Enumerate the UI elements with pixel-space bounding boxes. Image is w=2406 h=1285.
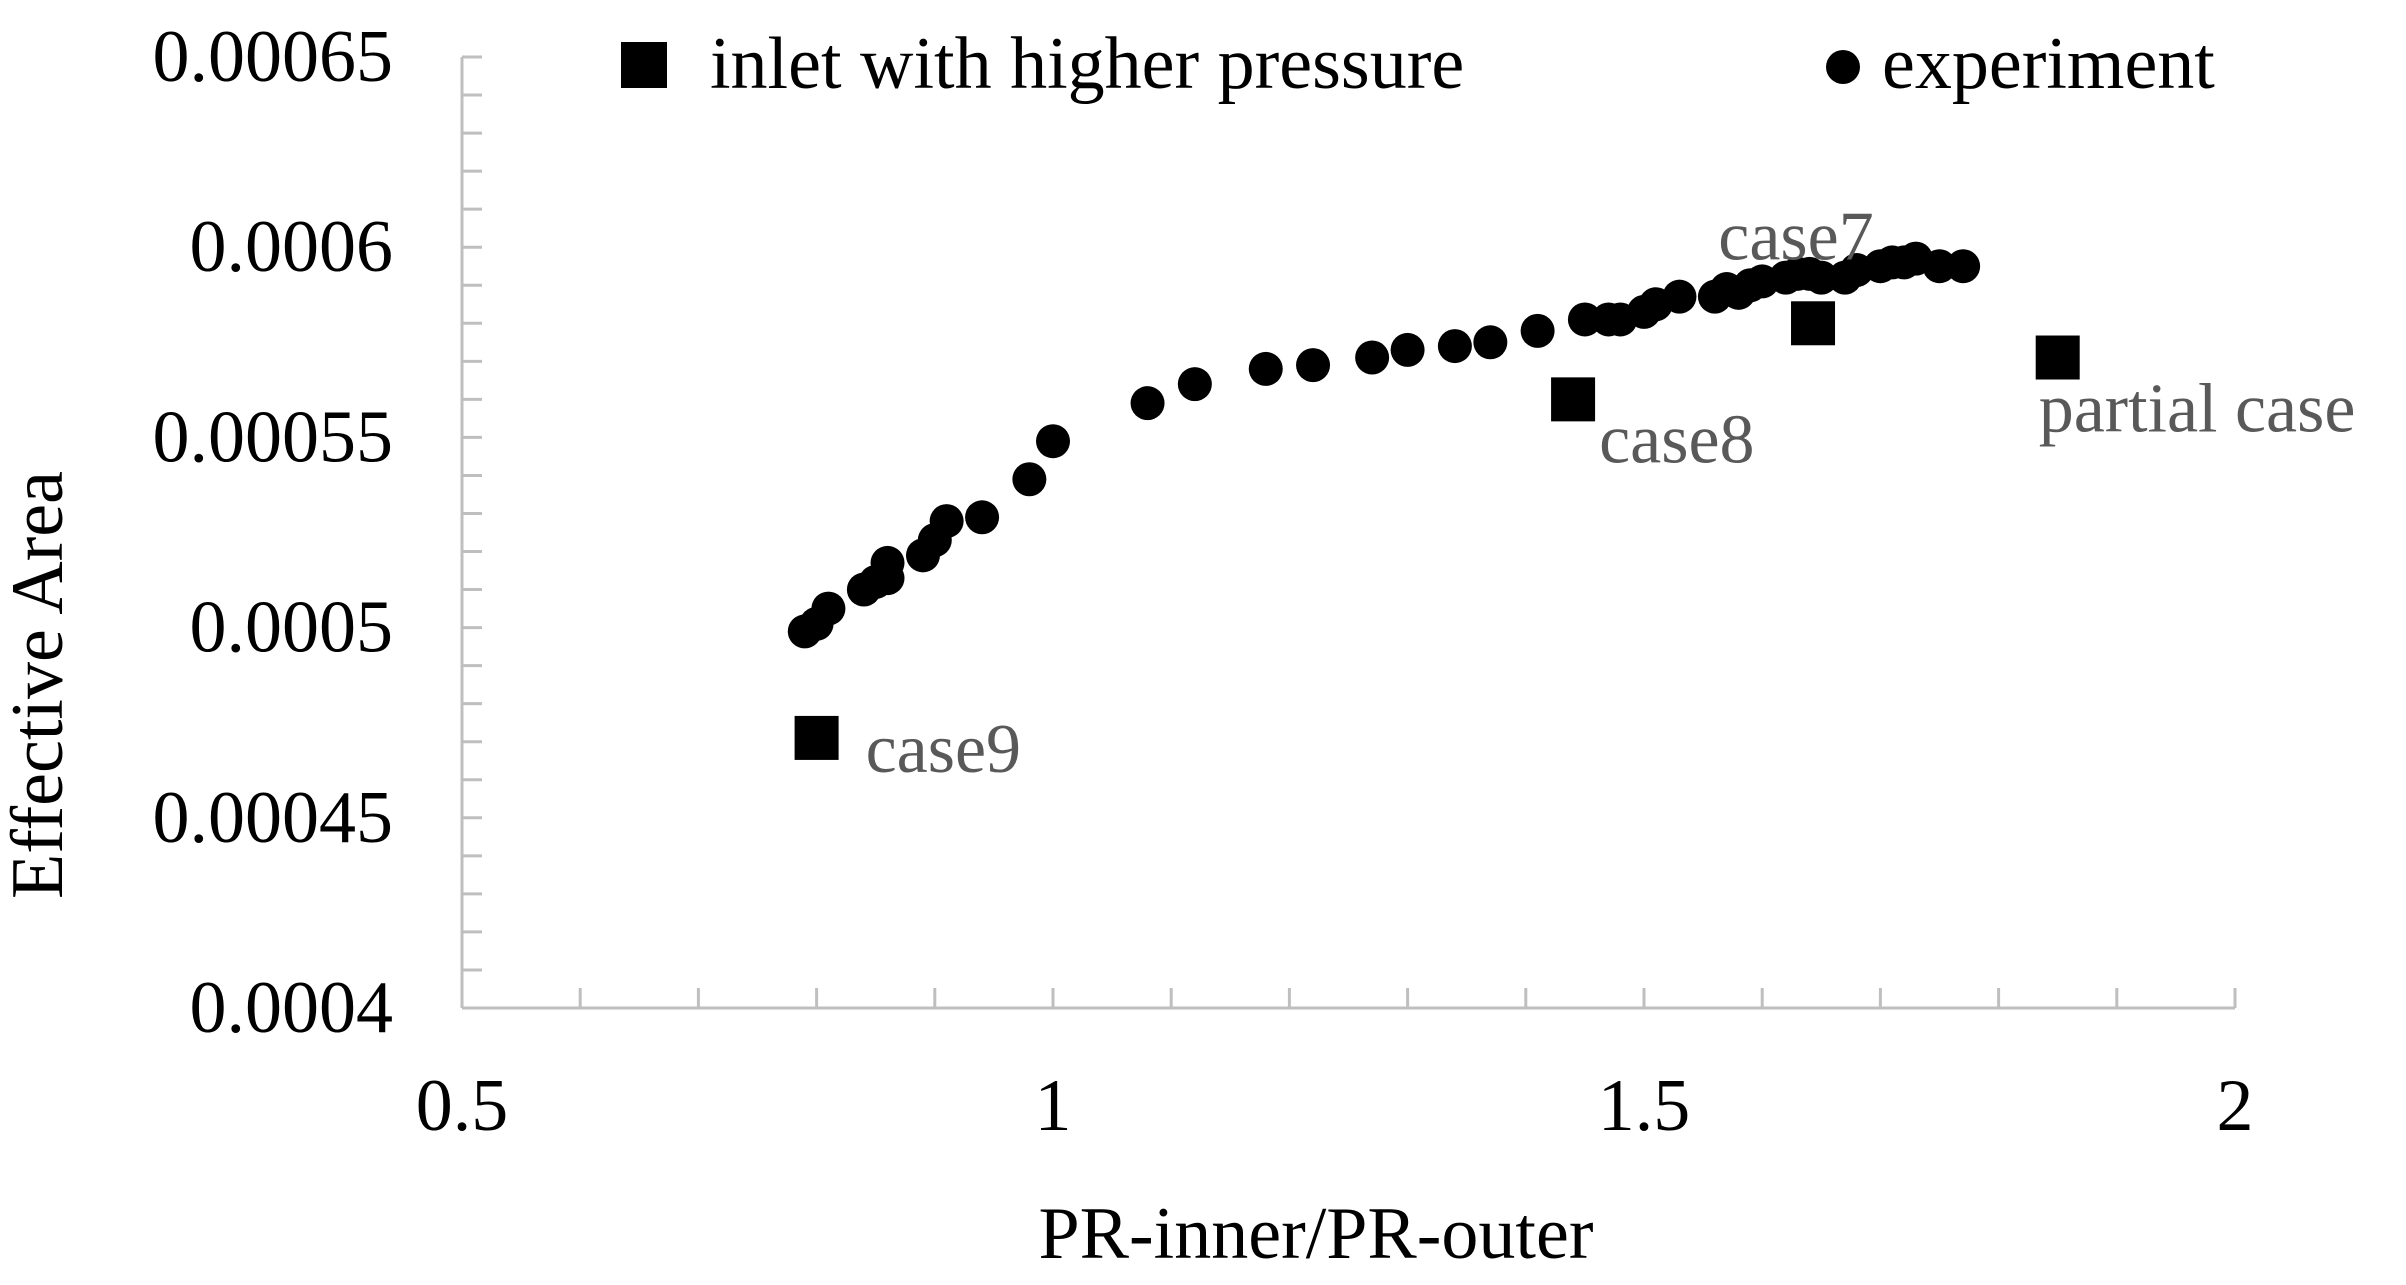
experiment-point bbox=[811, 591, 846, 626]
experiment-point bbox=[1248, 351, 1283, 386]
experiment-point bbox=[1390, 332, 1425, 367]
experiment-point bbox=[1130, 386, 1165, 421]
y-tick-label: 0.00065 bbox=[153, 16, 394, 98]
annotation-case8: case8 bbox=[1599, 401, 1754, 478]
legend-square-marker bbox=[621, 42, 667, 88]
x-tick-label: 1 bbox=[1035, 1065, 1072, 1147]
legend: inlet with higher pressure experiment bbox=[621, 23, 2215, 105]
experiment-point bbox=[1296, 348, 1331, 383]
experiment-point bbox=[1036, 424, 1070, 459]
experiment-point bbox=[1922, 249, 1957, 284]
axes: 0.0004 0.00045 0.0005 0.00055 0.0006 0.00065 0… bbox=[153, 16, 2254, 1147]
legend-circle-marker bbox=[1826, 50, 1860, 84]
plot-area: case7 case8 case9 partial case bbox=[787, 198, 2356, 788]
experiment-point bbox=[1012, 462, 1047, 497]
x-tick-label: 0.5 bbox=[416, 1065, 509, 1147]
inlet-point bbox=[1791, 301, 1836, 346]
experiment-point bbox=[1473, 325, 1508, 360]
annotation-partial-case: partial case bbox=[2039, 371, 2356, 448]
y-tick-label: 0.00055 bbox=[153, 396, 394, 478]
experiment-point bbox=[1437, 329, 1472, 364]
experiment-point bbox=[965, 500, 1000, 535]
y-tick-label: 0.0005 bbox=[190, 587, 394, 669]
legend-label-experiment: experiment bbox=[1882, 23, 2215, 105]
experiment-point bbox=[1946, 249, 1981, 284]
experiment-point bbox=[1804, 260, 1839, 295]
experiment-point bbox=[929, 504, 964, 539]
annotation-case7: case7 bbox=[1718, 198, 1873, 275]
experiment-point bbox=[870, 545, 905, 580]
experiment-point bbox=[1662, 279, 1697, 314]
x-tick-label: 2 bbox=[2217, 1065, 2254, 1147]
y-tick-label: 0.0004 bbox=[190, 967, 394, 1049]
x-axis-title: PR-inner/PR-outer bbox=[1039, 1193, 1594, 1275]
y-axis-title: Effective Area bbox=[0, 471, 79, 899]
legend-label-inlet: inlet with higher pressure bbox=[710, 23, 1464, 105]
experiment-point bbox=[1177, 367, 1212, 402]
inlet-point bbox=[1551, 377, 1596, 422]
experiment-point bbox=[1355, 340, 1390, 375]
experiment-point bbox=[1567, 302, 1602, 337]
x-tick-label: 1.5 bbox=[1598, 1065, 1691, 1147]
y-tick-label: 0.0006 bbox=[190, 206, 394, 288]
experiment-point bbox=[1520, 313, 1555, 348]
annotation-case9: case9 bbox=[866, 711, 1021, 788]
inlet-point bbox=[794, 715, 839, 760]
y-tick-label: 0.00045 bbox=[153, 777, 394, 859]
inlet-point bbox=[2035, 335, 2080, 380]
